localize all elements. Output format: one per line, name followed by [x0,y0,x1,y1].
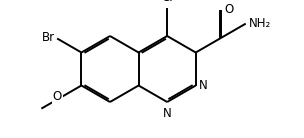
Text: N: N [199,79,208,92]
Text: Br: Br [42,31,55,44]
Text: O: O [224,3,234,16]
Text: N: N [163,107,171,120]
Text: NH₂: NH₂ [249,17,271,30]
Text: O: O [53,90,62,103]
Text: Cl: Cl [161,0,173,4]
